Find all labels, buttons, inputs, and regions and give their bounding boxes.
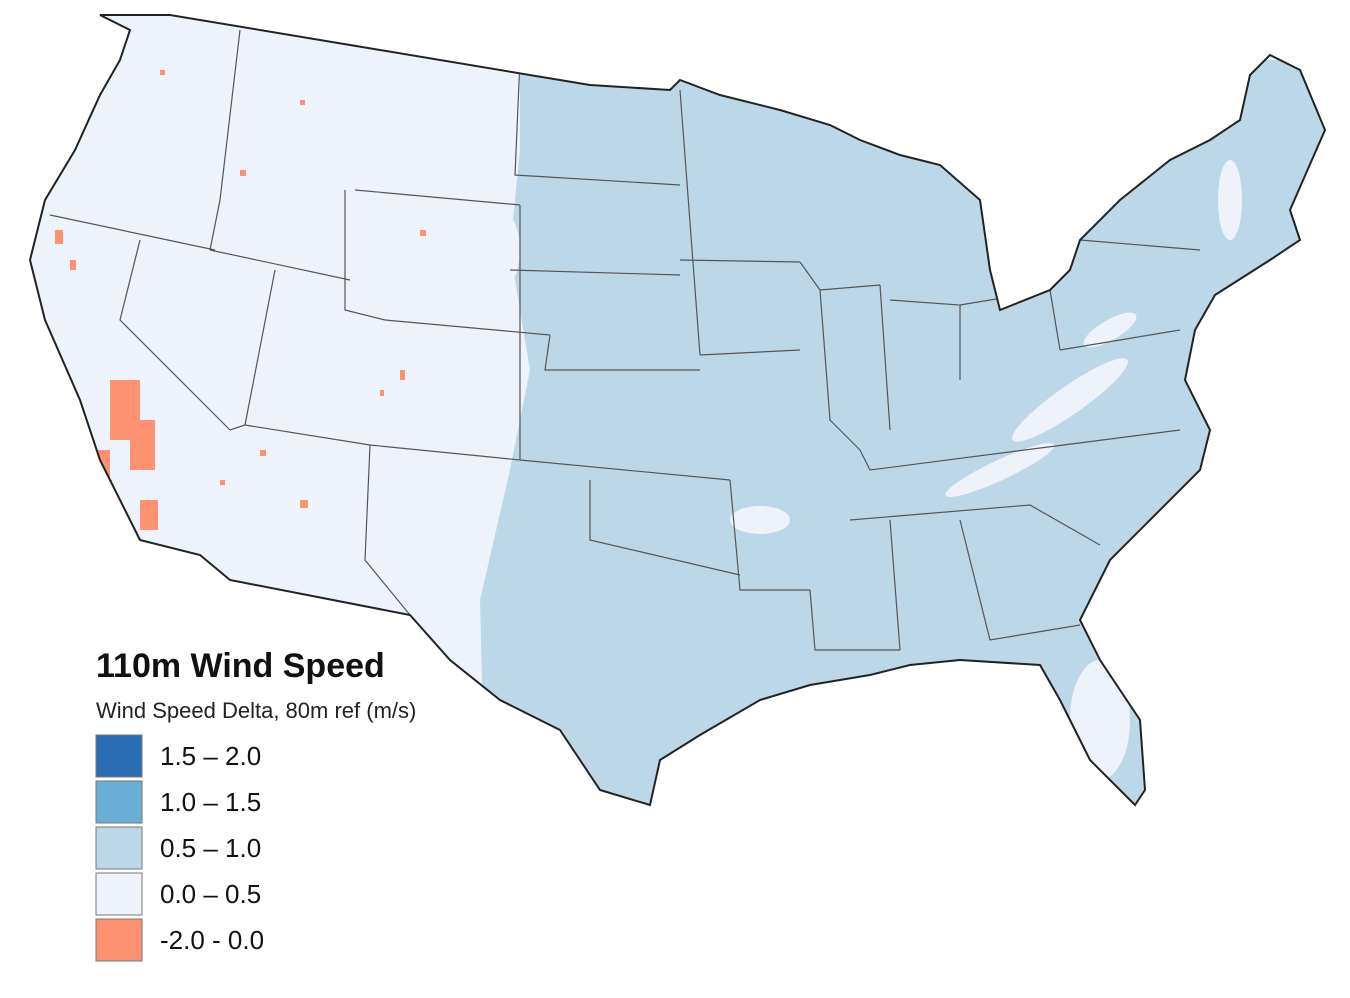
- legend-swatch: [95, 734, 143, 778]
- legend-label: 1.0 – 1.5: [160, 787, 261, 817]
- legend-label: 0.0 – 0.5: [160, 879, 261, 909]
- legend-subtitle: Wind Speed Delta, 80m ref (m/s): [96, 698, 416, 723]
- legend-swatch: [95, 826, 143, 870]
- legend-title: 110m Wind Speed: [96, 647, 385, 685]
- legend-label: 0.5 – 1.0: [160, 833, 261, 863]
- legend-swatch: [95, 872, 143, 916]
- legend: 110m Wind Speed Wind Speed Delta, 80m re…: [95, 647, 416, 962]
- legend-label: -2.0 - 0.0: [160, 925, 264, 955]
- legend-label: 1.5 – 2.0: [160, 741, 261, 771]
- legend-swatch: [95, 918, 143, 962]
- legend-swatch: [95, 780, 143, 824]
